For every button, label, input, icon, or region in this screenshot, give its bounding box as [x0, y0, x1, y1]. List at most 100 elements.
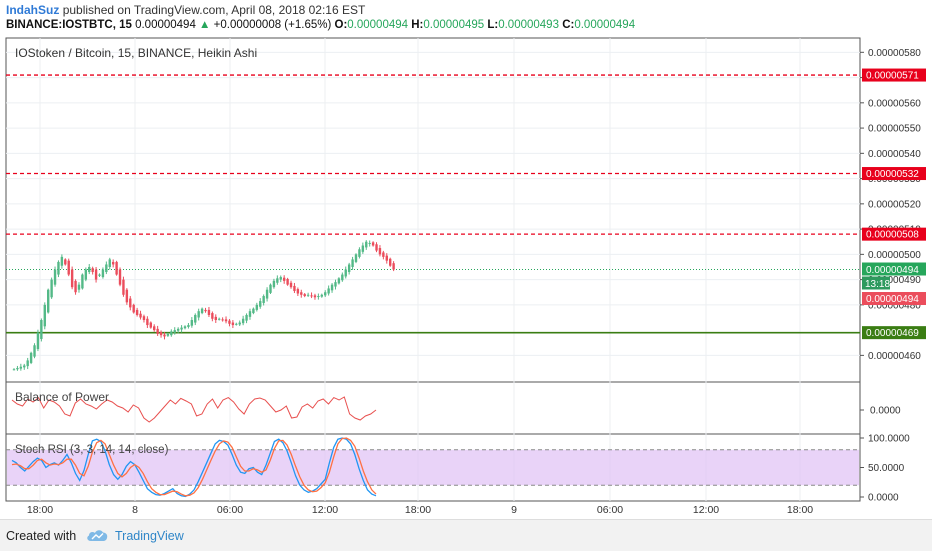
candle-body[interactable] — [375, 244, 378, 251]
candle-body[interactable] — [344, 269, 347, 277]
candle-body[interactable] — [105, 264, 108, 273]
candle-body[interactable] — [341, 274, 344, 281]
candle-body[interactable] — [88, 266, 91, 273]
candle-body[interactable] — [259, 301, 262, 307]
candle-body[interactable] — [392, 263, 395, 270]
candle-body[interactable] — [108, 259, 111, 267]
candle-body[interactable] — [334, 282, 337, 287]
candle-body[interactable] — [98, 274, 101, 276]
candle-body[interactable] — [153, 326, 156, 331]
candle-body[interactable] — [358, 249, 361, 257]
candle-body[interactable] — [23, 365, 26, 368]
candle-body[interactable] — [238, 322, 241, 325]
candle-body[interactable] — [156, 328, 159, 334]
candle-body[interactable] — [74, 280, 77, 293]
price-axis[interactable]: 0.00000460 0.00000480 0.00000490 0.00000500… — [860, 48, 926, 504]
candle-body[interactable] — [228, 320, 231, 324]
candle-body[interactable] — [70, 269, 74, 288]
candle-body[interactable] — [36, 332, 40, 350]
candle-body[interactable] — [139, 313, 142, 318]
candle-body[interactable] — [365, 241, 368, 248]
candle-body[interactable] — [33, 345, 36, 357]
candle-body[interactable] — [60, 256, 64, 266]
candle-body[interactable] — [286, 278, 289, 285]
candle-body[interactable] — [166, 333, 170, 336]
candle-body[interactable] — [354, 254, 358, 262]
candle-body[interactable] — [235, 323, 238, 325]
candle-body[interactable] — [142, 316, 146, 321]
candle-body[interactable] — [389, 258, 392, 266]
candle-body[interactable] — [12, 369, 16, 371]
candle-body[interactable] — [320, 294, 323, 297]
candle-body[interactable] — [303, 294, 306, 297]
candle-body[interactable] — [29, 352, 33, 363]
stoch-rsi-pane[interactable] — [6, 437, 860, 498]
time-axis[interactable]: 18:00 8 06:00 12:00 18:00 9 06:00 12:00 18:00 — [27, 504, 813, 516]
candle-body[interactable] — [194, 314, 197, 323]
candle-body[interactable] — [50, 279, 53, 298]
candle-body[interactable] — [378, 248, 382, 255]
candle-body[interactable] — [180, 327, 183, 330]
candle-body[interactable] — [183, 326, 187, 329]
candle-body[interactable] — [81, 274, 84, 289]
candle-body[interactable] — [43, 304, 46, 327]
candle-body[interactable] — [289, 282, 293, 288]
candle-body[interactable] — [53, 269, 57, 285]
candle-body[interactable] — [310, 295, 313, 297]
bop-line[interactable] — [11, 396, 377, 423]
candle-body[interactable] — [197, 311, 200, 318]
candle-body[interactable] — [122, 279, 125, 295]
candle-body[interactable] — [146, 318, 149, 326]
candle-body[interactable] — [265, 289, 269, 299]
candle-body[interactable] — [248, 311, 252, 317]
candle-body[interactable] — [118, 269, 122, 285]
candle-body[interactable] — [293, 285, 296, 291]
candle-body[interactable] — [276, 278, 279, 283]
candle-body[interactable] — [317, 296, 320, 298]
candle-body[interactable] — [218, 318, 221, 320]
candle-body[interactable] — [330, 284, 334, 291]
stoch-k-line[interactable] — [11, 437, 377, 498]
candle-body[interactable] — [200, 308, 204, 314]
candle-body[interactable] — [269, 284, 272, 293]
candle-body[interactable] — [91, 268, 94, 273]
candle-body[interactable] — [385, 255, 388, 261]
candle-body[interactable] — [190, 320, 194, 326]
candle-body[interactable] — [255, 304, 259, 310]
candle-body[interactable] — [252, 308, 255, 314]
candle-body[interactable] — [300, 292, 303, 295]
candle-body[interactable] — [296, 289, 300, 294]
candle-body[interactable] — [170, 331, 173, 336]
candlesticks[interactable] — [12, 240, 395, 371]
candle-body[interactable] — [347, 264, 351, 273]
candle-body[interactable] — [173, 330, 176, 333]
candle-body[interactable] — [207, 309, 211, 315]
candle-body[interactable] — [204, 309, 207, 312]
candle-body[interactable] — [84, 269, 88, 280]
candle-body[interactable] — [282, 277, 286, 281]
candle-body[interactable] — [361, 245, 365, 252]
candle-body[interactable] — [279, 277, 282, 280]
candle-body[interactable] — [327, 288, 330, 294]
candle-body[interactable] — [337, 278, 341, 284]
chart-area[interactable]: 0.00000460 0.00000480 0.00000490 0.00000500… — [0, 37, 932, 519]
candle-body[interactable] — [47, 289, 50, 313]
candle-body[interactable] — [57, 261, 60, 275]
candle-body[interactable] — [40, 320, 43, 339]
candle-body[interactable] — [221, 319, 224, 321]
candle-body[interactable] — [324, 292, 327, 296]
candle-body[interactable] — [351, 259, 354, 267]
stoch-d-line[interactable] — [11, 437, 377, 497]
candle-body[interactable] — [125, 289, 129, 303]
candle-body[interactable] — [272, 280, 276, 288]
candle-body[interactable] — [115, 261, 118, 275]
candle-body[interactable] — [231, 322, 235, 326]
candle-body[interactable] — [149, 322, 152, 328]
candle-body[interactable] — [187, 325, 190, 327]
candle-body[interactable] — [163, 334, 166, 337]
candle-body[interactable] — [371, 242, 375, 246]
candle-body[interactable] — [224, 319, 228, 322]
candle-body[interactable] — [214, 316, 217, 321]
candle-body[interactable] — [245, 314, 248, 321]
candle-body[interactable] — [368, 242, 371, 244]
